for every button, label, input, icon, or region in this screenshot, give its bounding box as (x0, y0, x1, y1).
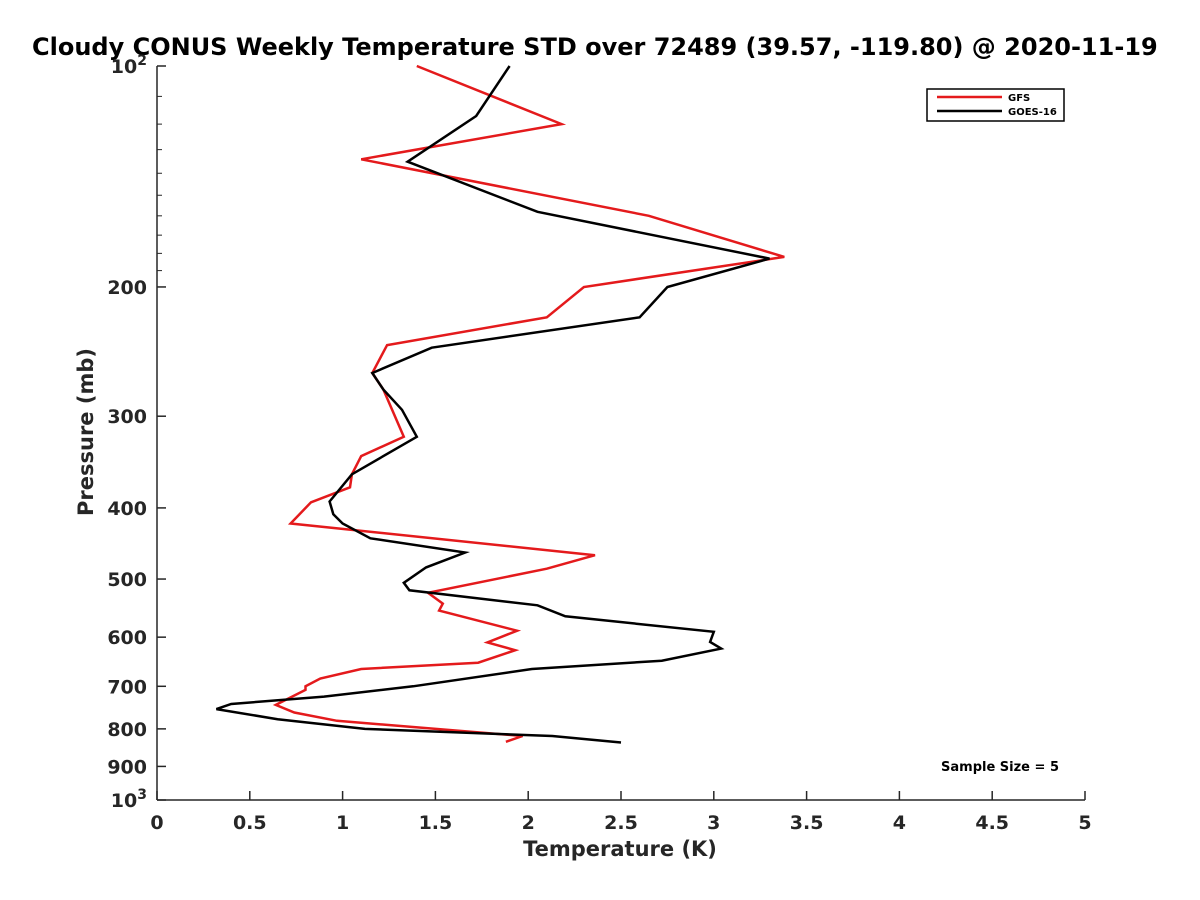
y-tick-label: 102 (111, 53, 147, 78)
legend-box (926, 88, 1065, 122)
series-line-goes-16 (215, 65, 770, 744)
y-tick-label: 500 (107, 569, 147, 591)
series-goes-16 (215, 65, 770, 744)
legend-label-gfs: GFS (1008, 93, 1030, 104)
y-tick-label: 300 (107, 406, 147, 428)
x-tick-label: 2.5 (604, 812, 638, 834)
y-tick-label: 200 (107, 277, 147, 299)
legend: GFS GOES-16 (926, 88, 1065, 122)
y-tick-label: 600 (107, 627, 147, 649)
chart-title: Cloudy CONUS Weekly Temperature STD over… (32, 33, 1158, 61)
y-axis-label: Pressure (mb) (74, 348, 98, 516)
y-tick-label: 800 (107, 719, 147, 741)
y-tick-label: 400 (107, 498, 147, 520)
x-tick-label: 0 (150, 812, 163, 834)
x-tick-label: 4 (893, 812, 906, 834)
x-tick-label: 0.5 (233, 812, 267, 834)
x-tick-label: 4.5 (975, 812, 1009, 834)
series-gfs (272, 64, 785, 743)
x-tick-label: 1.5 (419, 812, 453, 834)
x-tick-label: 3.5 (790, 812, 824, 834)
axes: 0 0.5 1 1.5 2 2.5 3 3.5 4 4.5 5 102 200 300 400 500 600 7… (107, 53, 1091, 834)
x-axis-label: Temperature (K) (523, 837, 717, 861)
sample-size-annotation: Sample Size = 5 (941, 760, 1059, 775)
x-tick-label: 5 (1078, 812, 1091, 834)
y-tick-label: 103 (111, 787, 147, 812)
x-tick-label: 1 (336, 812, 349, 834)
y-tick-label: 700 (107, 676, 147, 698)
series-layer (215, 64, 785, 744)
legend-label-goes-16: GOES-16 (1008, 107, 1057, 118)
x-tick-label: 2 (522, 812, 535, 834)
x-tick-label: 3 (707, 812, 720, 834)
y-tick-label: 900 (107, 756, 147, 778)
series-line-gfs (272, 64, 785, 743)
